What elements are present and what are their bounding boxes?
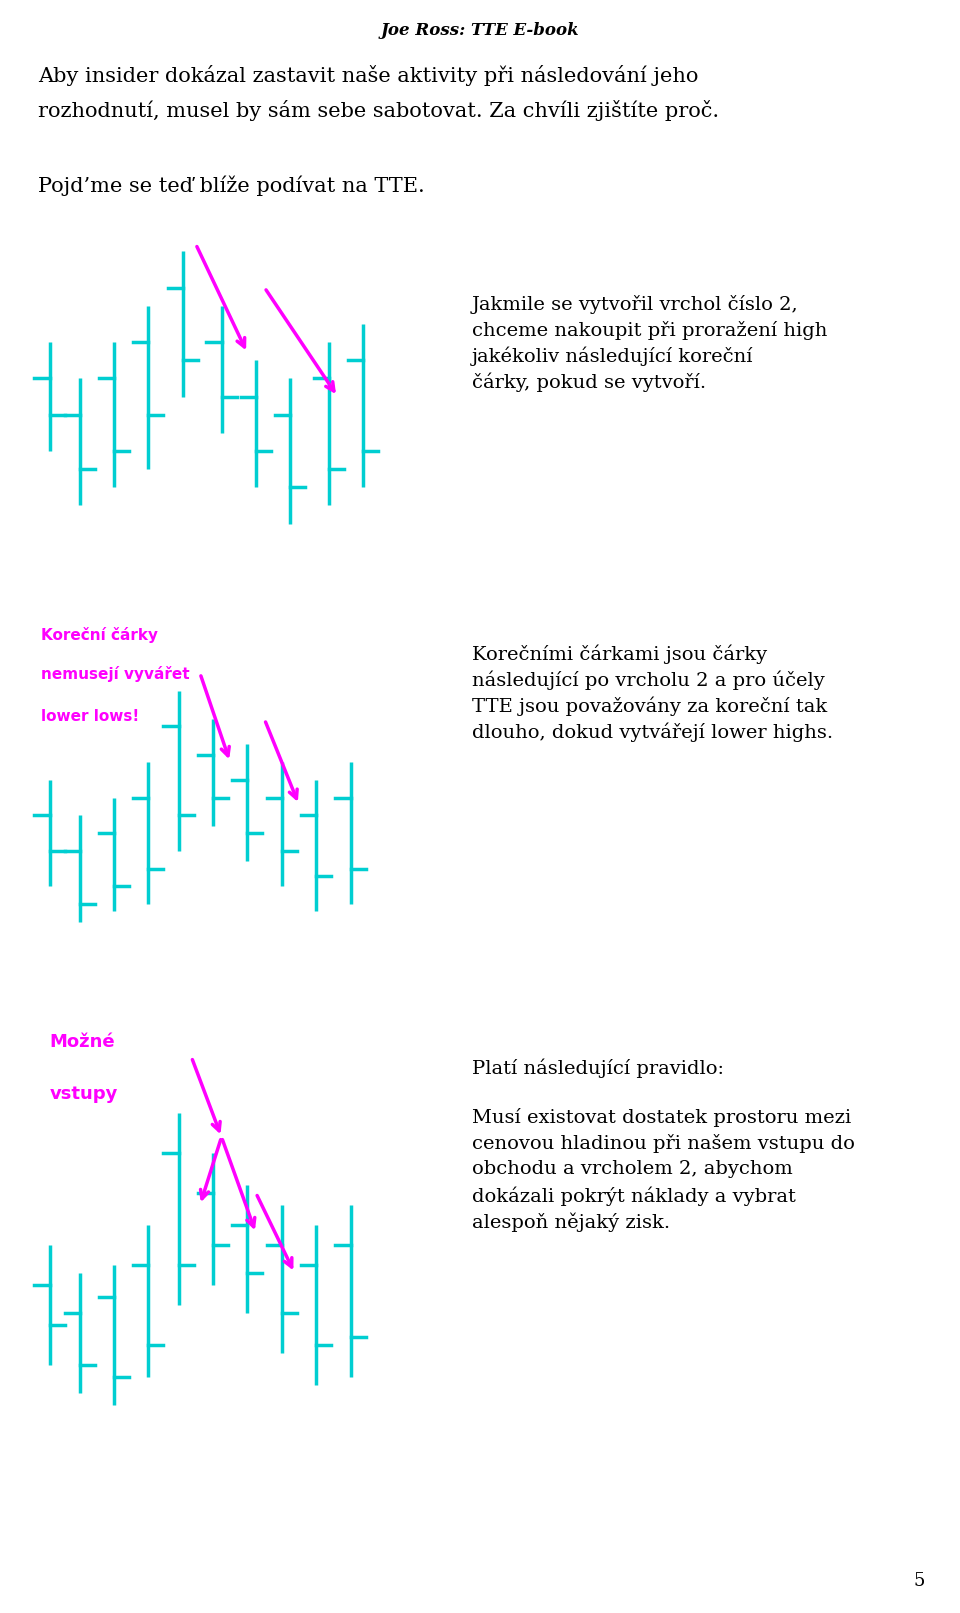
Text: 1: 1 <box>42 945 57 965</box>
Text: 2: 2 <box>171 1045 186 1065</box>
Text: Pojd’me se teď blíže podívat na TTE.: Pojd’me se teď blíže podívat na TTE. <box>38 174 424 195</box>
Text: Jakmile se vytvořil vrchol číslo 2,: Jakmile se vytvořil vrchol číslo 2, <box>472 295 799 315</box>
Text: obchodu a vrcholem 2, abychom: obchodu a vrcholem 2, abychom <box>472 1160 793 1177</box>
Text: Možné: Možné <box>50 1032 115 1052</box>
Text: 5: 5 <box>914 1573 925 1590</box>
Text: 3: 3 <box>357 548 371 568</box>
Text: Platí následující pravidlo:: Platí následující pravidlo: <box>472 1058 724 1077</box>
Text: alespoň nějaký zisk.: alespoň nějaký zisk. <box>472 1211 670 1231</box>
Text: rozhodnutí, musel by sám sebe sabotovat. Za chvíli zjištíte proč.: rozhodnutí, musel by sám sebe sabotovat.… <box>38 100 719 121</box>
Text: Joe Ross: TTE E-book: Joe Ross: TTE E-book <box>381 23 579 39</box>
Text: Koreční čárky: Koreční čárky <box>41 627 157 644</box>
Text: vstupy: vstupy <box>50 1086 118 1103</box>
Text: Korečními čárkami jsou čárky: Korečními čárkami jsou čárky <box>472 645 767 665</box>
Text: následující po vrcholu 2 a pro účely: následující po vrcholu 2 a pro účely <box>472 671 825 690</box>
Text: Aby insider dokázal zastavit naše aktivity při následování jeho: Aby insider dokázal zastavit naše aktivi… <box>38 65 698 85</box>
Text: čárky, pokud se vytvoří.: čárky, pokud se vytvoří. <box>472 373 707 392</box>
Text: nemusejí vyvářet: nemusejí vyvářet <box>41 666 189 682</box>
Text: TTE jsou považovány za koreční tak: TTE jsou považovány za koreční tak <box>472 697 828 716</box>
Text: 2: 2 <box>166 234 181 253</box>
Text: dokázali pokrýt náklady a vybrat: dokázali pokrýt náklady a vybrat <box>472 1186 796 1205</box>
Text: dlouho, dokud vytvářejí lower highs.: dlouho, dokud vytvářejí lower highs. <box>472 723 833 742</box>
Text: 2: 2 <box>171 645 186 665</box>
Text: lower lows!: lower lows! <box>41 708 139 724</box>
Text: 1: 1 <box>42 1398 57 1416</box>
Text: jakékoliv následující koreční: jakékoliv následující koreční <box>472 347 754 366</box>
Text: chceme nakoupit při proražení high: chceme nakoupit při proražení high <box>472 321 828 340</box>
Text: cenovou hladinou při našem vstupu do: cenovou hladinou při našem vstupu do <box>472 1134 854 1153</box>
Text: 3: 3 <box>344 945 357 965</box>
Text: 1: 1 <box>42 548 57 568</box>
Text: 3: 3 <box>344 1398 357 1416</box>
Text: Musí existovat dostatek prostoru mezi: Musí existovat dostatek prostoru mezi <box>472 1108 852 1127</box>
